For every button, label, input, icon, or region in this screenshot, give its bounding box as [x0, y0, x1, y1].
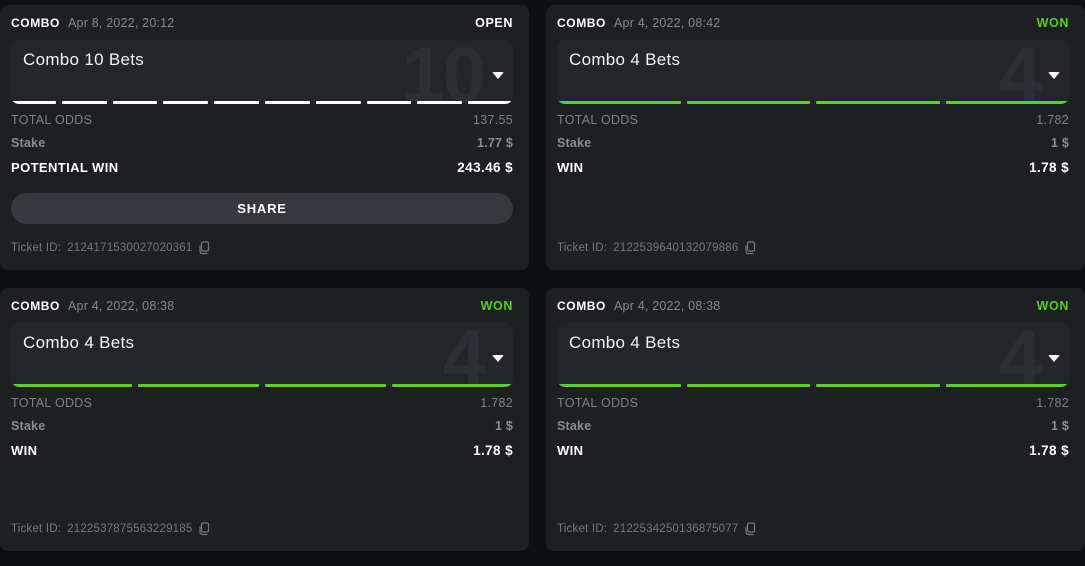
stake-value: 1 $: [1051, 136, 1069, 150]
bet-count-watermark: 10: [401, 40, 486, 104]
bet-type-label: COMBO: [11, 15, 60, 30]
total-odds-value: 1.782: [1036, 396, 1069, 410]
total-odds-row: TOTAL ODDS 137.55: [11, 113, 513, 128]
stake-label: Stake: [11, 419, 46, 433]
bet-title: Combo 4 Bets: [569, 50, 681, 69]
bet-title: Combo 10 Bets: [23, 50, 145, 69]
ticket-id-row: Ticket ID: 2122534250136875077: [557, 522, 1069, 536]
stake-label: Stake: [11, 136, 46, 150]
status-badge: OPEN: [475, 15, 513, 30]
bet-datetime: Apr 8, 2022, 20:12: [68, 15, 175, 30]
stake-label: Stake: [557, 419, 592, 433]
win-value: 243.46 $: [457, 160, 513, 175]
total-odds-row: TOTAL ODDS 1.782: [557, 396, 1069, 411]
total-odds-label: TOTAL ODDS: [557, 113, 639, 127]
chevron-down-icon[interactable]: [492, 355, 504, 362]
bet-datetime: Apr 4, 2022, 08:42: [614, 15, 721, 30]
bet-progress-segments: [11, 101, 513, 104]
stake-row: Stake 1 $: [557, 419, 1069, 434]
bet-ticket-card: COMBO Apr 8, 2022, 20:12 OPEN Combo 10 B…: [0, 5, 529, 270]
chevron-down-icon[interactable]: [492, 72, 504, 79]
ticket-id-value: 2124171530027020361: [67, 242, 193, 254]
total-odds-label: TOTAL ODDS: [11, 396, 93, 410]
stake-label: Stake: [557, 136, 592, 150]
ticket-header: COMBO Apr 8, 2022, 20:12 OPEN: [11, 5, 513, 40]
bet-summary-panel[interactable]: Combo 4 Bets 4: [557, 323, 1069, 387]
stake-value: 1.77 $: [477, 136, 513, 150]
total-odds-value: 1.782: [480, 396, 513, 410]
ticket-header: COMBO Apr 4, 2022, 08:42 WON: [557, 5, 1069, 40]
bet-type-label: COMBO: [11, 298, 60, 313]
bet-datetime: Apr 4, 2022, 08:38: [614, 298, 721, 313]
stake-row: Stake 1.77 $: [11, 136, 513, 151]
status-badge: WON: [1036, 15, 1069, 30]
ticket-id-row: Ticket ID: 2124171530027020361: [11, 241, 513, 255]
bet-title: Combo 4 Bets: [569, 333, 681, 352]
copy-icon[interactable]: [744, 241, 757, 255]
ticket-id-row: Ticket ID: 2122537875563229185: [11, 522, 513, 536]
bet-type-label: COMBO: [557, 298, 606, 313]
win-label: WIN: [557, 443, 584, 458]
bet-count-watermark: 4: [442, 323, 486, 387]
total-odds-row: TOTAL ODDS 1.782: [557, 113, 1069, 128]
stake-row: Stake 1 $: [557, 136, 1069, 151]
bet-ticket-card: COMBO Apr 4, 2022, 08:38 WON Combo 4 Bet…: [546, 288, 1085, 551]
ticket-id-label: Ticket ID:: [11, 523, 62, 535]
ticket-header: COMBO Apr 4, 2022, 08:38 WON: [11, 288, 513, 323]
win-label: WIN: [557, 160, 584, 175]
win-value: 1.78 $: [1029, 160, 1069, 175]
bet-datetime: Apr 4, 2022, 08:38: [68, 298, 175, 313]
stake-value: 1 $: [495, 419, 513, 433]
copy-icon[interactable]: [198, 241, 211, 255]
total-odds-label: TOTAL ODDS: [557, 396, 639, 410]
bet-progress-segments: [557, 101, 1069, 104]
bet-ticket-card: COMBO Apr 4, 2022, 08:38 WON Combo 4 Bet…: [0, 288, 529, 551]
stake-row: Stake 1 $: [11, 419, 513, 434]
chevron-down-icon[interactable]: [1048, 355, 1060, 362]
ticket-id-label: Ticket ID:: [11, 242, 62, 254]
win-row: WIN 1.78 $: [11, 443, 513, 458]
win-value: 1.78 $: [1029, 443, 1069, 458]
ticket-id-row: Ticket ID: 2122539640132079886: [557, 241, 1069, 255]
bet-history-grid: COMBO Apr 8, 2022, 20:12 OPEN Combo 10 B…: [0, 5, 1085, 551]
potential-win-row: POTENTIAL WIN 243.46 $: [11, 160, 513, 175]
win-row: WIN 1.78 $: [557, 160, 1069, 175]
bet-progress-segments: [11, 384, 513, 387]
win-row: WIN 1.78 $: [557, 443, 1069, 458]
chevron-down-icon[interactable]: [1048, 72, 1060, 79]
total-odds-label: TOTAL ODDS: [11, 113, 93, 127]
status-badge: WON: [1036, 298, 1069, 313]
ticket-id-value: 2122539640132079886: [613, 242, 739, 254]
ticket-header: COMBO Apr 4, 2022, 08:38 WON: [557, 288, 1069, 323]
bet-progress-segments: [557, 384, 1069, 387]
total-odds-value: 1.782: [1036, 113, 1069, 127]
bet-type-label: COMBO: [557, 15, 606, 30]
bet-title: Combo 4 Bets: [23, 333, 135, 352]
total-odds-row: TOTAL ODDS 1.782: [11, 396, 513, 411]
win-label: WIN: [11, 443, 38, 458]
stake-value: 1 $: [1051, 419, 1069, 433]
bet-count-watermark: 4: [998, 323, 1042, 387]
ticket-id-value: 2122537875563229185: [67, 523, 193, 535]
ticket-id-value: 2122534250136875077: [613, 523, 739, 535]
bet-summary-panel[interactable]: Combo 10 Bets 10: [11, 40, 513, 104]
bet-count-watermark: 4: [998, 40, 1042, 104]
status-badge: WON: [480, 298, 513, 313]
bet-ticket-card: COMBO Apr 4, 2022, 08:42 WON Combo 4 Bet…: [546, 5, 1085, 270]
ticket-id-label: Ticket ID:: [557, 242, 608, 254]
share-button[interactable]: SHARE: [11, 193, 513, 224]
bet-summary-panel[interactable]: Combo 4 Bets 4: [11, 323, 513, 387]
win-value: 1.78 $: [473, 443, 513, 458]
total-odds-value: 137.55: [472, 113, 513, 127]
ticket-id-label: Ticket ID:: [557, 523, 608, 535]
bet-summary-panel[interactable]: Combo 4 Bets 4: [557, 40, 1069, 104]
copy-icon[interactable]: [198, 522, 211, 536]
copy-icon[interactable]: [744, 522, 757, 536]
win-label: POTENTIAL WIN: [11, 160, 119, 175]
